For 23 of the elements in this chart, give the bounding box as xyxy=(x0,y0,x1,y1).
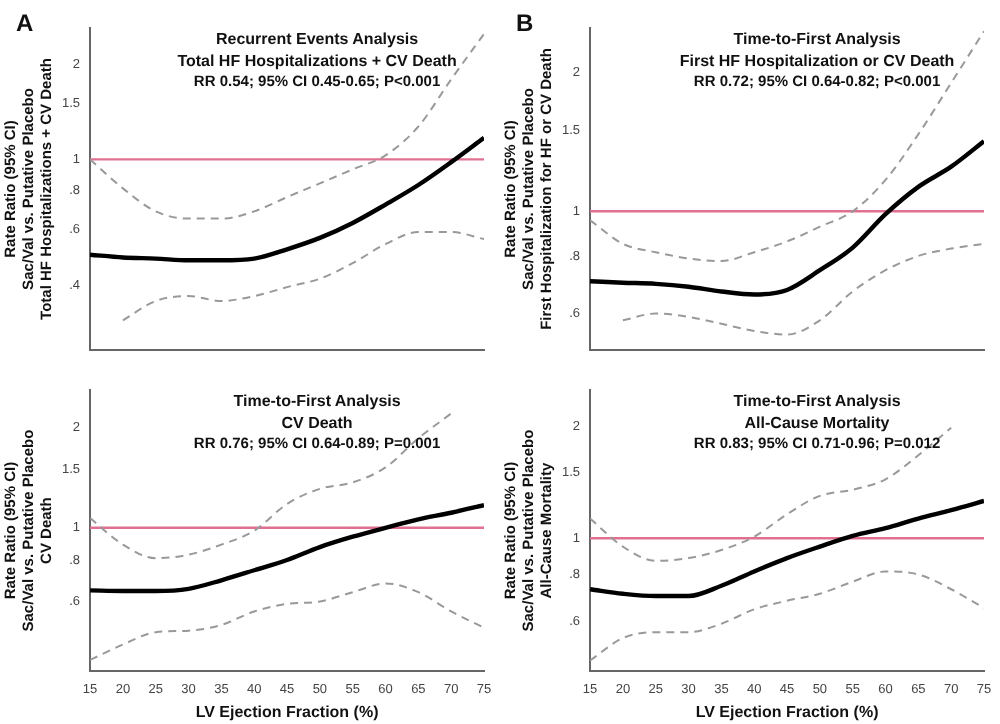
text: B xyxy=(516,8,534,37)
line-series xyxy=(90,32,484,220)
text: Total HF Hospitalizations + CV Death xyxy=(177,52,457,71)
text: CV Death xyxy=(281,414,353,433)
line-series xyxy=(590,30,984,263)
line-series xyxy=(90,135,484,263)
line-series xyxy=(590,498,984,599)
chart-title: Time-to-First Analysis xyxy=(733,30,902,49)
chart-title: Recurrent Events Analysis xyxy=(215,30,420,49)
line-series xyxy=(590,138,984,297)
line-series xyxy=(90,502,484,594)
line-series xyxy=(621,242,984,336)
text: First HF Hospitalization or CV Death xyxy=(679,52,955,71)
x-axis-title: LV Ejection Fraction (%) xyxy=(195,702,380,721)
chart-title: Time-to-First Analysis xyxy=(233,392,402,411)
text: A xyxy=(16,8,34,37)
text: All-Cause Mortality xyxy=(744,414,891,433)
line-series xyxy=(90,412,453,560)
line-series xyxy=(590,570,984,662)
chart-title: Time-to-First Analysis xyxy=(733,392,902,411)
line-series xyxy=(121,230,484,322)
line-series xyxy=(90,582,484,661)
x-axis-title: LV Ejection Fraction (%) xyxy=(695,702,880,721)
